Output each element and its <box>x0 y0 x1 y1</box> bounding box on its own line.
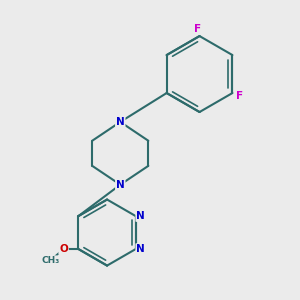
Text: N: N <box>116 180 125 190</box>
Text: F: F <box>194 24 201 34</box>
Text: O: O <box>59 244 68 254</box>
Text: N: N <box>116 117 125 127</box>
Text: N: N <box>136 244 145 254</box>
Text: F: F <box>236 91 243 101</box>
Text: N: N <box>136 211 145 221</box>
Text: CH₃: CH₃ <box>41 256 59 265</box>
